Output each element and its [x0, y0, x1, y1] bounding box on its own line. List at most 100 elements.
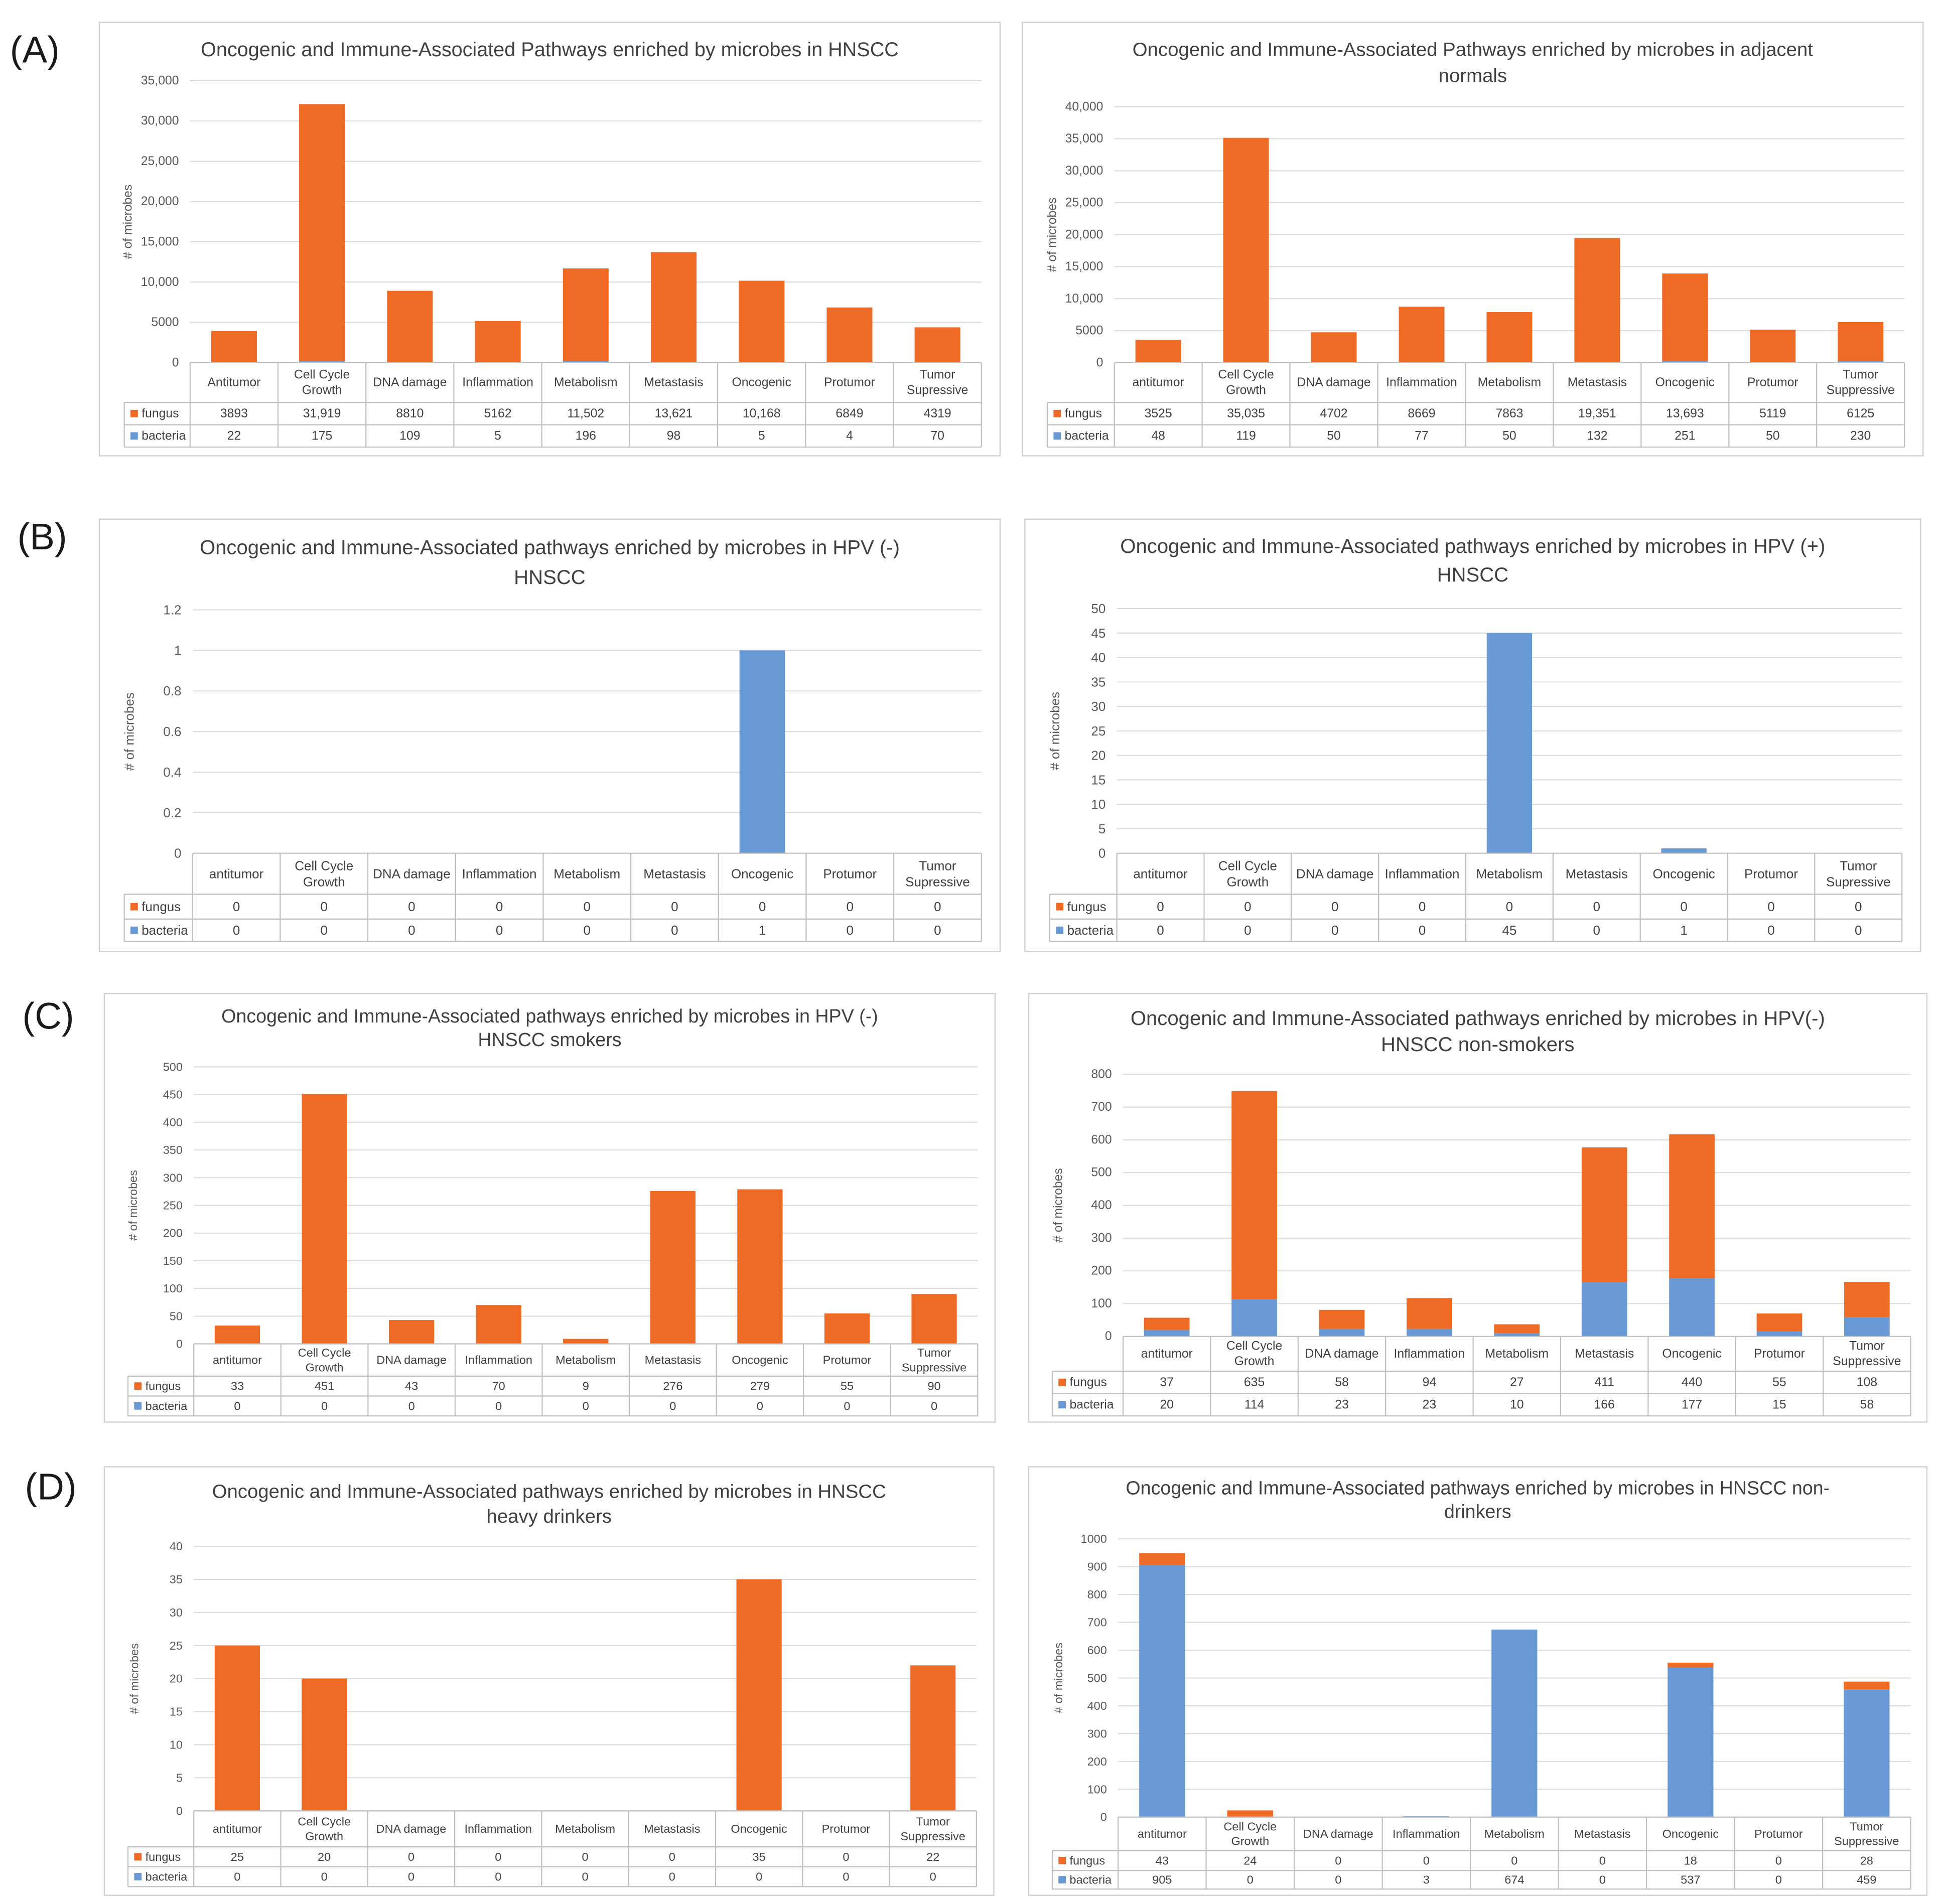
- table-value-bacteria: 0: [843, 1870, 849, 1883]
- table-value-bacteria: 114: [1244, 1398, 1265, 1411]
- category-label-line: Cell Cycle: [1218, 368, 1274, 382]
- category-label: Tumor Supressive: [905, 858, 970, 889]
- chart-frame: [98, 22, 1001, 457]
- category-label-line: Supressive: [905, 874, 970, 890]
- table-value-bacteria: 166: [1594, 1398, 1615, 1411]
- table-value-fungus: 55: [841, 1380, 854, 1393]
- y-tick-label: 0: [176, 1804, 183, 1817]
- legend-label-bacteria: bacteria: [1070, 1398, 1114, 1411]
- bar-bacteria: [1756, 1331, 1803, 1337]
- category-label-line: Tumor: [920, 368, 955, 382]
- table-value-bacteria: 0: [408, 1870, 414, 1883]
- y-tick-label: 35: [1091, 674, 1105, 689]
- y-tick-label: 40: [1091, 650, 1105, 665]
- bar-fungus: [211, 331, 257, 363]
- table-value-fungus: 13,693: [1666, 407, 1704, 420]
- category-label-line: Protumor: [1744, 866, 1798, 882]
- bar-fungus: [302, 1678, 347, 1811]
- y-tick-label: 0: [174, 846, 181, 861]
- y-tick-label: 500: [1087, 1671, 1107, 1684]
- table-value-fungus: 0: [496, 899, 503, 914]
- table-value-bacteria: 15: [1772, 1398, 1786, 1411]
- y-tick-label: 300: [1087, 1727, 1107, 1740]
- table-value-bacteria: 1: [1680, 923, 1687, 938]
- category-label: DNA damage: [1303, 1827, 1373, 1840]
- category-label-line: Metabolism: [1478, 376, 1542, 389]
- table-value-bacteria: 459: [1857, 1873, 1876, 1886]
- y-tick-label: 30: [1091, 699, 1105, 714]
- table-value-bacteria: 0: [756, 1870, 762, 1883]
- table-value-bacteria: 674: [1504, 1873, 1524, 1886]
- table-value-bacteria: 177: [1682, 1398, 1702, 1411]
- category-label: Protumor: [823, 1354, 872, 1367]
- category-label: Cell Cycle Growth: [294, 368, 350, 397]
- category-label-line: Supressive: [907, 383, 968, 397]
- y-axis-label: # of microbes: [121, 185, 134, 259]
- y-tick-label: 10,000: [141, 275, 179, 289]
- category-label-line: Protumor: [822, 1822, 871, 1835]
- bar-fungus: [824, 1313, 870, 1344]
- y-tick-label: 500: [163, 1060, 183, 1073]
- table-value-fungus: 70: [492, 1380, 505, 1393]
- category-label-line: Cell Cycle: [294, 368, 350, 382]
- table-value-bacteria: 4: [846, 429, 853, 443]
- bar-fungus: [1844, 1282, 1890, 1317]
- bar-fungus: [214, 1645, 260, 1811]
- table-value-bacteria: 0: [495, 1870, 501, 1883]
- y-axis-label: # of microbes: [121, 692, 136, 771]
- table-value-fungus: 0: [1419, 899, 1426, 914]
- category-label: Inflammation: [1385, 866, 1460, 882]
- category-label-line: Metabolism: [556, 1354, 616, 1367]
- chart-frame: [1022, 22, 1924, 457]
- category-label-line: Metastasis: [1566, 866, 1628, 882]
- category-label: DNA damage: [1305, 1347, 1378, 1361]
- y-tick-label: 100: [1091, 1297, 1112, 1310]
- table-value-bacteria: 0: [408, 1399, 415, 1412]
- legend-label-fungus: fungus: [142, 407, 179, 420]
- y-tick-label: 10: [170, 1738, 183, 1751]
- bar-fungus: [1135, 340, 1181, 363]
- table-value-bacteria: 48: [1151, 429, 1165, 443]
- table-value-fungus: 35: [753, 1850, 766, 1863]
- y-tick-label: 20,000: [141, 195, 179, 208]
- category-label: antitumor: [1133, 866, 1188, 882]
- bar-fungus: [737, 1189, 783, 1344]
- legend-label-bacteria: bacteria: [1067, 923, 1114, 938]
- table-value-bacteria: 0: [669, 1399, 676, 1412]
- category-label: Protumor: [1747, 376, 1798, 389]
- category-label-line: Growth: [1226, 383, 1266, 397]
- category-label: Inflammation: [1394, 1347, 1465, 1361]
- y-tick-label: 40,000: [1065, 100, 1103, 113]
- table-value-bacteria: 0: [671, 923, 678, 938]
- category-label-line: DNA damage: [1303, 1827, 1373, 1840]
- bar-bacteria: [1669, 1278, 1715, 1337]
- table-value-bacteria: 0: [321, 923, 328, 938]
- table-value-fungus: 0: [1511, 1854, 1517, 1867]
- y-tick-label: 400: [1087, 1699, 1107, 1712]
- legend-swatch-fungus: [1058, 1378, 1066, 1386]
- y-tick-label: 50: [1091, 601, 1105, 616]
- bar-fungus: [1319, 1309, 1365, 1329]
- legend-label-bacteria: bacteria: [1070, 1873, 1113, 1886]
- table-value-fungus: 10,168: [743, 407, 781, 420]
- category-label: Tumor Supressive: [907, 368, 968, 397]
- chart-title-line: HNSCC: [1437, 564, 1509, 586]
- table-value-fungus: 0: [1855, 899, 1862, 914]
- bar-fungus: [1574, 238, 1620, 362]
- category-label: Inflammation: [462, 376, 533, 389]
- category-label-line: DNA damage: [1296, 866, 1374, 882]
- table-value-bacteria: 0: [583, 1399, 589, 1412]
- bar-bacteria: [299, 361, 345, 363]
- table-value-bacteria: 0: [321, 1870, 328, 1883]
- y-tick-label: 0: [1100, 1811, 1107, 1824]
- category-label-line: Metabolism: [1484, 1827, 1545, 1840]
- table-value-fungus: 8810: [396, 407, 424, 420]
- table-value-fungus: 7863: [1495, 407, 1523, 420]
- y-tick-label: 400: [1091, 1199, 1112, 1212]
- legend-swatch-bacteria: [134, 1402, 142, 1410]
- category-label-line: Suppressive: [1834, 1835, 1899, 1848]
- category-label: Inflammation: [465, 1354, 532, 1367]
- bar-bacteria: [1581, 1282, 1627, 1337]
- category-label-line: Growth: [306, 1361, 344, 1374]
- category-label: Inflammation: [462, 866, 537, 882]
